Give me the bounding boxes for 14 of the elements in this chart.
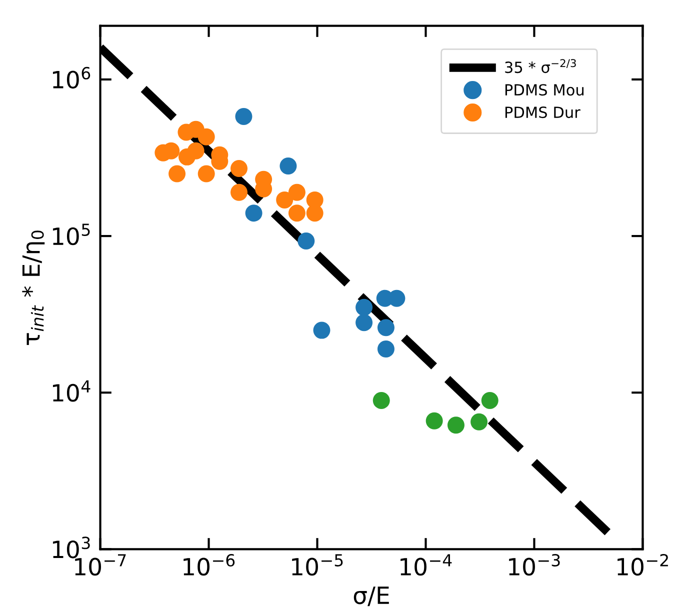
y-tick-label: 10$^{4}$	[52, 380, 90, 402]
legend-label: PDMS Mou	[505, 84, 584, 96]
y-tick-label: 10$^{6}$	[52, 66, 90, 89]
y-axis-title: τ$_{init}$ * E/η$_{0}$	[22, 230, 45, 346]
x-tick-label: 10$^{−4}$	[400, 554, 452, 576]
x-axis-title: σ/E	[354, 586, 389, 606]
legend-label: PDMS Dur	[505, 106, 580, 118]
y-tick-label: 10$^{3}$	[52, 536, 90, 558]
x-tick-label: 10$^{−3}$	[509, 554, 560, 576]
legend-label: 35 * σ$^{−2/3}$	[505, 59, 576, 74]
x-tick-label: 10$^{−2}$	[618, 554, 668, 576]
x-tick-label: 10$^{−5}$	[292, 554, 343, 576]
y-tick-label: 10$^{5}$	[52, 224, 90, 246]
x-tick-label: 10$^{−6}$	[184, 554, 235, 576]
